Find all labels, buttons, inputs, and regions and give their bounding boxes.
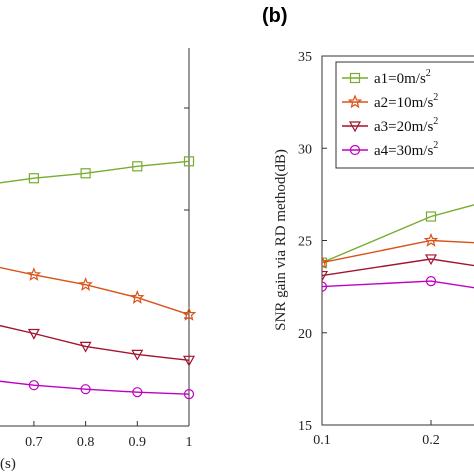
panel-b-data-point-3-2 xyxy=(424,254,438,266)
panel-a-data-point-1-2 xyxy=(28,173,39,184)
panel-b-data-point-2-2 xyxy=(423,232,439,247)
legend-marker-1 xyxy=(349,72,361,84)
panel-b-x-tick-label: 0.1 xyxy=(313,433,331,448)
panel-a-x-tick-label: 0.8 xyxy=(77,435,95,450)
legend-label-superscript: 2 xyxy=(433,116,438,127)
panel-b-y-tick-label: 30 xyxy=(298,142,312,157)
legend-marker-4 xyxy=(349,144,361,156)
panel-b-x-ticks: 0.10.20.30. xyxy=(313,420,440,448)
legend-label-1: a1=0m/s2 xyxy=(374,68,431,87)
panel-b-y-axis-label: SNR gain via RD method(dB) xyxy=(273,149,289,331)
panel-b-y-ticks: 15 20 25 30 35 xyxy=(298,50,327,434)
legend-label-superscript: 2 xyxy=(426,68,431,79)
panel-a-series-line-2 xyxy=(0,266,190,316)
panel-b-data-point-4-1 xyxy=(322,281,328,292)
panel-a-data-point-2-5 xyxy=(181,306,197,321)
panel-b-series-line-2 xyxy=(322,239,474,264)
panel-b-legend: a1=0m/s2 a2=10m/s2 a3=20m/s2 a4=30m/s2 xyxy=(335,61,474,169)
panel-a-data-point-3-2 xyxy=(27,328,40,340)
panel-b-series-line-3 xyxy=(322,258,474,277)
legend-marker-3 xyxy=(348,121,362,133)
panel-b-data-point-4-2 xyxy=(425,275,437,287)
panel-a-data-point-2-4 xyxy=(130,289,145,304)
panel-a-x-ticks: 0.7 0.8 0.9 1 xyxy=(25,421,193,450)
panel-a-data-point-4-5 xyxy=(183,389,195,400)
panel-b-y-tick-label: 35 xyxy=(298,50,312,65)
panel-a-data-point-4-2 xyxy=(28,380,40,391)
legend-label-superscript: 2 xyxy=(433,92,438,103)
panel-a-series-line-4 xyxy=(0,380,190,395)
panel-b-series xyxy=(322,204,474,292)
panel-a-data-point-2-3 xyxy=(78,277,93,291)
panel-b-series-line-4 xyxy=(322,280,474,289)
legend-label-superscript: 2 xyxy=(433,140,438,151)
panel-a-data-point-1-5 xyxy=(183,156,195,167)
panel-a-series-line-3 xyxy=(0,324,190,361)
panel-a-data-point-4-4 xyxy=(132,387,143,398)
panel-a: 0.7 0.8 0.9 1 (s) xyxy=(0,48,197,472)
legend-marker-2 xyxy=(347,94,363,109)
panel-b-y-tick-label: 20 xyxy=(298,327,312,342)
panel-b-series-line-1 xyxy=(322,204,474,264)
legend-label-2: a2=10m/s2 xyxy=(374,92,438,111)
panel-a-y-ticks xyxy=(184,107,189,319)
panel-a-data-point-4-3 xyxy=(80,384,91,395)
panel-a-x-tick-label: 0.7 xyxy=(25,435,43,450)
panel-a-x-tick-label: 1 xyxy=(186,435,193,450)
panel-b-data-point-1-1 xyxy=(322,257,328,268)
legend-label-3: a3=20m/s2 xyxy=(374,116,438,135)
panel-a-data-point-2-2 xyxy=(26,267,42,281)
panel-a-data-point-1-3 xyxy=(80,168,91,179)
panel-a-data-point-1-4 xyxy=(132,161,143,172)
panel-b-y-tick-label: 15 xyxy=(298,419,312,434)
panel-b-label: (b) xyxy=(262,5,288,27)
panel-a-x-axis-label: (s) xyxy=(0,456,16,472)
panel-a-x-tick-label: 0.9 xyxy=(129,435,147,450)
panel-b-x-tick-label: 0.2 xyxy=(422,433,440,448)
panel-a-data-point-3-5 xyxy=(182,355,196,367)
panel-b-data-point-2-1 xyxy=(322,254,330,269)
panel-b-data-point-3-1 xyxy=(322,270,329,282)
panel-b-y-tick-label: 25 xyxy=(298,235,312,250)
panel-a-data-point-3-3 xyxy=(79,341,92,353)
panel-b-data-point-1-2 xyxy=(425,211,437,222)
legend-label-4: a4=30m/s2 xyxy=(374,140,438,159)
panel-a-series-line-1 xyxy=(0,160,190,184)
panel-a-series xyxy=(0,156,197,400)
panel-a-data-point-3-4 xyxy=(131,349,144,361)
